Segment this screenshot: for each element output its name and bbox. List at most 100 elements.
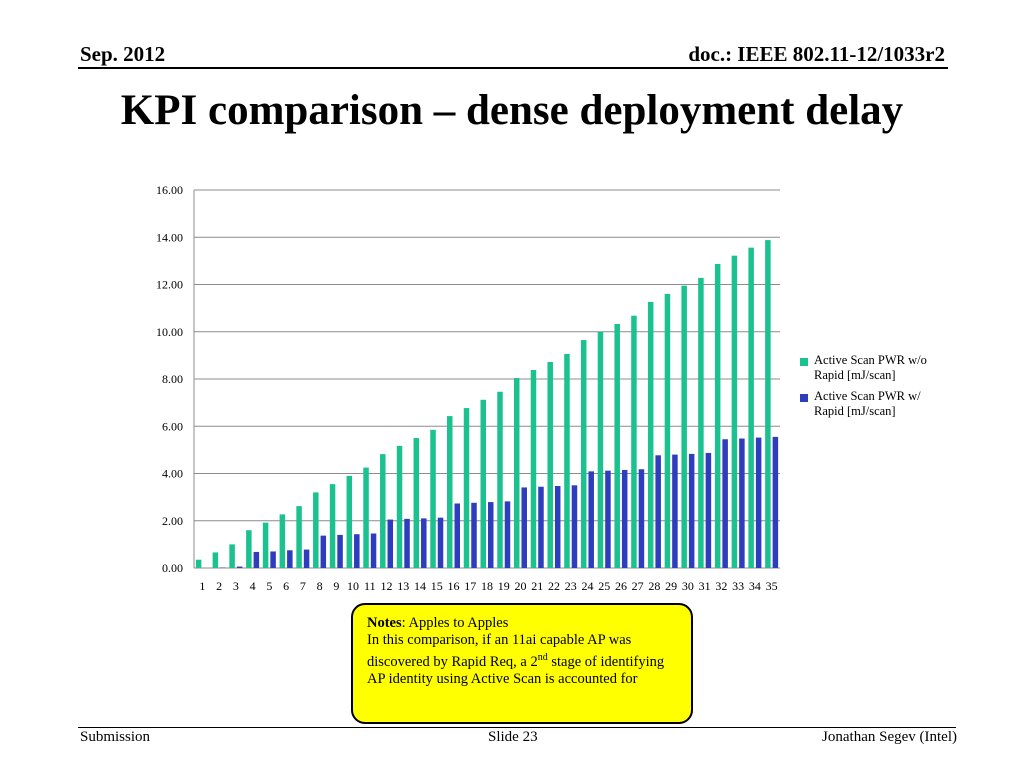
bar bbox=[320, 535, 327, 568]
legend-item-with-rapid: Active Scan PWR w/ Rapid [mJ/scan] bbox=[800, 389, 960, 419]
bar bbox=[396, 445, 403, 568]
bar bbox=[404, 518, 410, 568]
bar bbox=[370, 533, 377, 568]
bar bbox=[631, 315, 637, 568]
notes-body: In this comparison, if an 11ai capable A… bbox=[367, 632, 632, 670]
bar bbox=[664, 293, 671, 568]
x-tick-label: 25 bbox=[598, 579, 610, 593]
y-tick-label: 16.00 bbox=[156, 183, 183, 197]
bar bbox=[538, 486, 544, 568]
bar bbox=[614, 323, 620, 568]
bar bbox=[262, 522, 269, 568]
bar bbox=[638, 469, 645, 568]
x-tick-label: 34 bbox=[749, 579, 761, 593]
bar bbox=[329, 484, 336, 568]
x-tick-label: 22 bbox=[548, 579, 560, 593]
y-tick-label: 2.00 bbox=[162, 514, 183, 528]
x-tick-label: 26 bbox=[615, 579, 627, 593]
y-tick-label: 6.00 bbox=[162, 419, 183, 433]
notes-callout: Notes: Apples to Apples In this comparis… bbox=[351, 603, 693, 724]
x-tick-label: 23 bbox=[565, 579, 577, 593]
x-tick-label: 17 bbox=[464, 579, 476, 593]
bar bbox=[705, 452, 712, 568]
bar bbox=[681, 285, 687, 568]
bar bbox=[655, 455, 661, 568]
x-tick-label: 6 bbox=[283, 579, 289, 593]
bar bbox=[554, 486, 561, 568]
bar bbox=[722, 439, 728, 568]
x-tick-label: 11 bbox=[364, 579, 376, 593]
x-tick-label: 14 bbox=[414, 579, 426, 593]
bar bbox=[698, 277, 704, 568]
bar bbox=[672, 454, 678, 568]
footer-author: Jonathan Segev (Intel) bbox=[822, 729, 957, 745]
bar bbox=[521, 487, 527, 568]
header-doc-id: doc.: IEEE 802.11-12/1033r2 bbox=[688, 42, 945, 66]
bar bbox=[471, 502, 477, 568]
bar bbox=[739, 438, 745, 568]
bar bbox=[363, 467, 369, 568]
footer-slide-number: Slide 23 bbox=[488, 729, 538, 745]
x-tick-label: 15 bbox=[431, 579, 443, 593]
notes-label: Notes bbox=[367, 615, 402, 631]
bar bbox=[447, 416, 453, 568]
notes-body-end: stage of identifying AP identity using A… bbox=[367, 653, 665, 687]
bar bbox=[296, 506, 302, 568]
x-tick-label: 8 bbox=[317, 579, 323, 593]
legend-item-without-rapid: Active Scan PWR w/o Rapid [mJ/scan] bbox=[800, 353, 960, 383]
x-tick-label: 31 bbox=[699, 579, 711, 593]
notes-summary: : Apples to Apples bbox=[401, 615, 509, 631]
bar bbox=[279, 514, 286, 568]
bar bbox=[337, 534, 343, 568]
bar bbox=[380, 454, 386, 568]
bar bbox=[547, 361, 553, 568]
bar bbox=[454, 503, 461, 568]
bar bbox=[421, 518, 427, 568]
y-tick-label: 8.00 bbox=[162, 372, 183, 386]
bar bbox=[430, 429, 436, 568]
x-tick-label: 35 bbox=[766, 579, 778, 593]
slide-title: KPI comparison – dense deployment delay bbox=[120, 87, 904, 134]
legend-label-with-rapid-line1: Active Scan PWR w/ bbox=[814, 389, 921, 403]
footer-submission: Submission bbox=[80, 729, 151, 745]
x-tick-label: 2 bbox=[216, 579, 222, 593]
bar bbox=[313, 492, 319, 568]
y-tick-label: 4.00 bbox=[162, 467, 183, 481]
bar bbox=[497, 391, 503, 568]
x-tick-label: 7 bbox=[300, 579, 306, 593]
bar bbox=[772, 436, 779, 568]
bar bbox=[303, 549, 310, 568]
x-tick-label: 12 bbox=[381, 579, 393, 593]
x-tick-label: 29 bbox=[665, 579, 677, 593]
bar bbox=[437, 517, 444, 568]
x-tick-label: 3 bbox=[233, 579, 239, 593]
bar bbox=[346, 475, 353, 568]
bar bbox=[212, 552, 219, 568]
legend-label-without-rapid-line1: Active Scan PWR w/o bbox=[814, 353, 927, 367]
notes-superscript: nd bbox=[537, 652, 548, 663]
x-tick-label: 16 bbox=[448, 579, 460, 593]
bar bbox=[413, 438, 420, 568]
y-tick-label: 10.00 bbox=[156, 325, 183, 339]
bar bbox=[387, 519, 394, 568]
bar bbox=[621, 469, 628, 568]
bar bbox=[246, 530, 252, 568]
legend-label-with-rapid-line2: Rapid [mJ/scan] bbox=[814, 404, 896, 418]
x-tick-label: 30 bbox=[682, 579, 694, 593]
y-tick-label: 12.00 bbox=[156, 278, 183, 292]
x-tick-label: 20 bbox=[514, 579, 526, 593]
legend-label-without-rapid-line2: Rapid [mJ/scan] bbox=[814, 368, 896, 382]
x-tick-label: 4 bbox=[250, 579, 256, 593]
x-tick-label: 1 bbox=[199, 579, 205, 593]
header-date: Sep. 2012 bbox=[80, 42, 166, 66]
bar bbox=[530, 370, 537, 568]
header-divider bbox=[78, 67, 948, 69]
footer-divider bbox=[78, 727, 956, 728]
x-tick-label: 9 bbox=[333, 579, 339, 593]
bar bbox=[731, 255, 738, 569]
bar bbox=[488, 502, 494, 568]
bar bbox=[229, 544, 235, 568]
bar bbox=[647, 301, 654, 568]
bar bbox=[253, 551, 260, 568]
